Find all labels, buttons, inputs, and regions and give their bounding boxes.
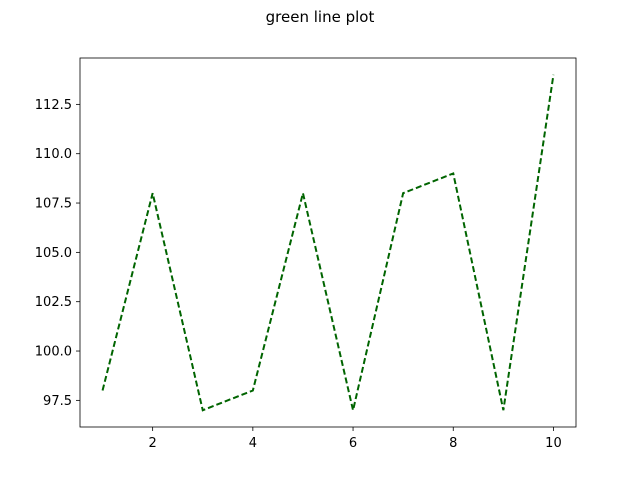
series-line <box>101 74 555 412</box>
y-tick-label: 110.0 <box>35 147 72 162</box>
plot-area <box>101 74 555 412</box>
axes: 2 4 6 8 10 97.5 100.0 102.5 105.0 107.5 110.0 112.5 <box>35 57 577 451</box>
x-tick-label: 10 <box>545 436 562 451</box>
y-tick-label: 105.0 <box>35 246 72 261</box>
x-tick-label: 6 <box>349 436 357 451</box>
y-tick-label: 100.0 <box>35 345 72 360</box>
y-tick-label: 102.5 <box>35 295 72 310</box>
y-tick-label: 97.5 <box>43 394 72 409</box>
y-tick-label: 112.5 <box>35 98 72 113</box>
chart-title: green line plot <box>266 8 375 26</box>
x-tick-label: 8 <box>449 436 457 451</box>
axes-frame <box>79 57 577 428</box>
x-tick-label: 4 <box>249 436 257 451</box>
y-tick-label: 107.5 <box>35 197 72 212</box>
x-tick-label: 2 <box>149 436 157 451</box>
